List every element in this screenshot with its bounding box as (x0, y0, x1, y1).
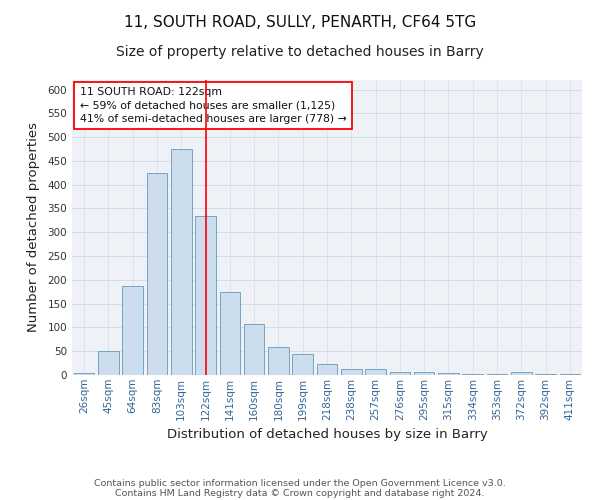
Bar (268, 347, 289, 375)
Text: Contains HM Land Registry data © Crown copyright and database right 2024.: Contains HM Land Registry data © Crown c… (115, 488, 485, 498)
Bar (414, 372, 434, 375)
Text: Size of property relative to detached houses in Barry: Size of property relative to detached ho… (116, 45, 484, 59)
Bar (292, 354, 313, 375)
Bar (146, 174, 167, 375)
Bar (341, 370, 362, 375)
Bar (389, 372, 410, 375)
Bar (244, 324, 265, 375)
Bar (365, 369, 386, 375)
Bar (74, 372, 94, 375)
Bar (560, 374, 580, 375)
X-axis label: Distribution of detached houses by size in Barry: Distribution of detached houses by size … (167, 428, 487, 441)
Text: Contains public sector information licensed under the Open Government Licence v3: Contains public sector information licen… (94, 478, 506, 488)
Bar (220, 292, 240, 375)
Y-axis label: Number of detached properties: Number of detached properties (28, 122, 40, 332)
Text: 11, SOUTH ROAD, SULLY, PENARTH, CF64 5TG: 11, SOUTH ROAD, SULLY, PENARTH, CF64 5TG (124, 15, 476, 30)
Bar (438, 373, 459, 375)
Bar (171, 148, 191, 375)
Bar (463, 374, 483, 375)
Bar (535, 374, 556, 375)
Bar (511, 372, 532, 375)
Bar (317, 364, 337, 375)
Bar (195, 216, 216, 375)
Bar (98, 350, 119, 375)
Bar (122, 286, 143, 375)
Bar (487, 374, 508, 375)
Text: 11 SOUTH ROAD: 122sqm
← 59% of detached houses are smaller (1,125)
41% of semi-d: 11 SOUTH ROAD: 122sqm ← 59% of detached … (80, 88, 346, 124)
